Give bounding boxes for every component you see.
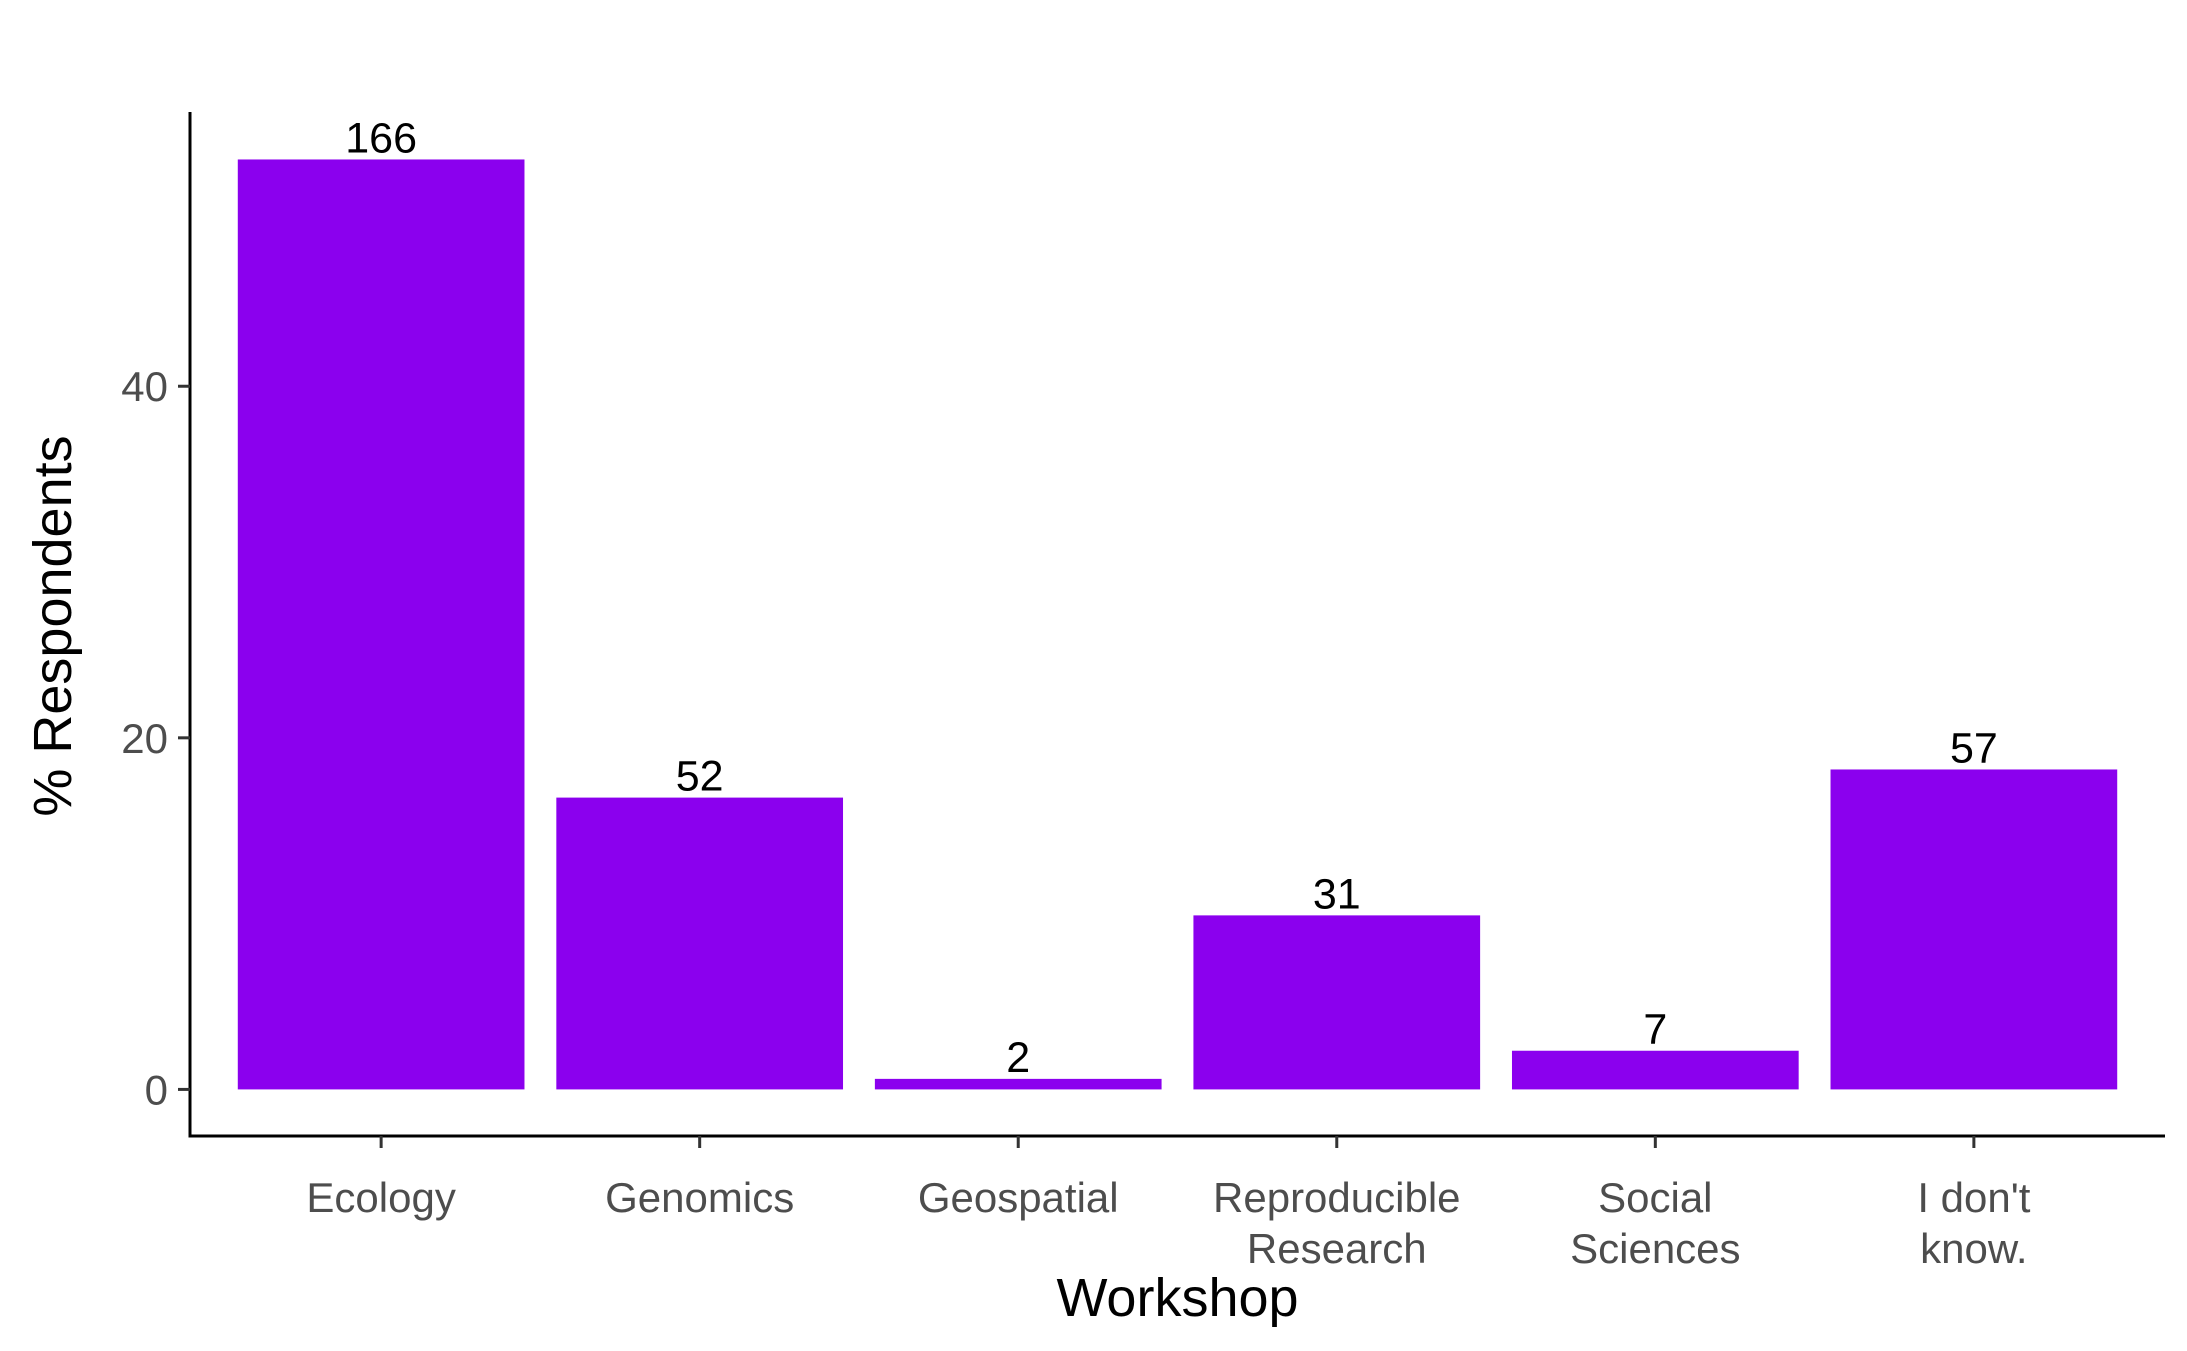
bar-labels-group: 166 52 2 31 7 57	[345, 114, 1998, 1081]
bar-0	[237, 159, 525, 1090]
x-axis-title: Workshop	[1056, 1268, 1298, 1328]
bar-value-label-5: 57	[1950, 724, 1998, 772]
x-tick-label-line: Reproducible	[1213, 1174, 1461, 1221]
bar-1	[556, 797, 844, 1090]
bar-4	[1511, 1050, 1799, 1090]
x-tick-label-line: I don't	[1917, 1174, 2030, 1221]
x-tick-label-line: Social	[1598, 1174, 1712, 1221]
bar-value-label-4: 7	[1643, 1006, 1667, 1054]
y-tick-label-0: 0	[145, 1066, 168, 1113]
x-tick-label-line: Sciences	[1570, 1225, 1740, 1272]
y-tick-label-2: 40	[121, 363, 168, 410]
bars-group	[237, 159, 2118, 1090]
y-axis-title: % Respondents	[23, 435, 83, 816]
x-tick-label-3: Reproducible Research	[1213, 1174, 1461, 1272]
x-tick-label-line: Research	[1247, 1225, 1427, 1272]
x-tick-label-4: Social Sciences	[1570, 1174, 1740, 1272]
bar-value-label-2: 2	[1006, 1034, 1030, 1082]
x-tick-label-line: Geospatial	[918, 1174, 1119, 1221]
x-tick-label-2: Geospatial	[918, 1174, 1119, 1221]
x-tick-label-0: Ecology	[306, 1174, 455, 1221]
bar-value-label-1: 52	[676, 753, 724, 801]
x-axis: Ecology Genomics Geospatial Reproducible Res…	[306, 1136, 2031, 1272]
x-tick-label-line: Ecology	[306, 1174, 455, 1221]
x-tick-label-line: Genomics	[605, 1174, 794, 1221]
bar-value-label-0: 166	[345, 114, 417, 162]
y-axis: 0 20 40	[121, 363, 190, 1113]
y-tick-label-1: 20	[121, 715, 168, 762]
x-tick-label-5: I don't know.	[1917, 1174, 2030, 1272]
x-tick-label-line: know.	[1920, 1225, 2027, 1272]
bar-2	[874, 1078, 1162, 1090]
bar-5	[1830, 769, 2118, 1090]
bar-3	[1193, 915, 1481, 1090]
x-tick-label-1: Genomics	[605, 1174, 794, 1221]
bar-value-label-3: 31	[1313, 870, 1361, 918]
